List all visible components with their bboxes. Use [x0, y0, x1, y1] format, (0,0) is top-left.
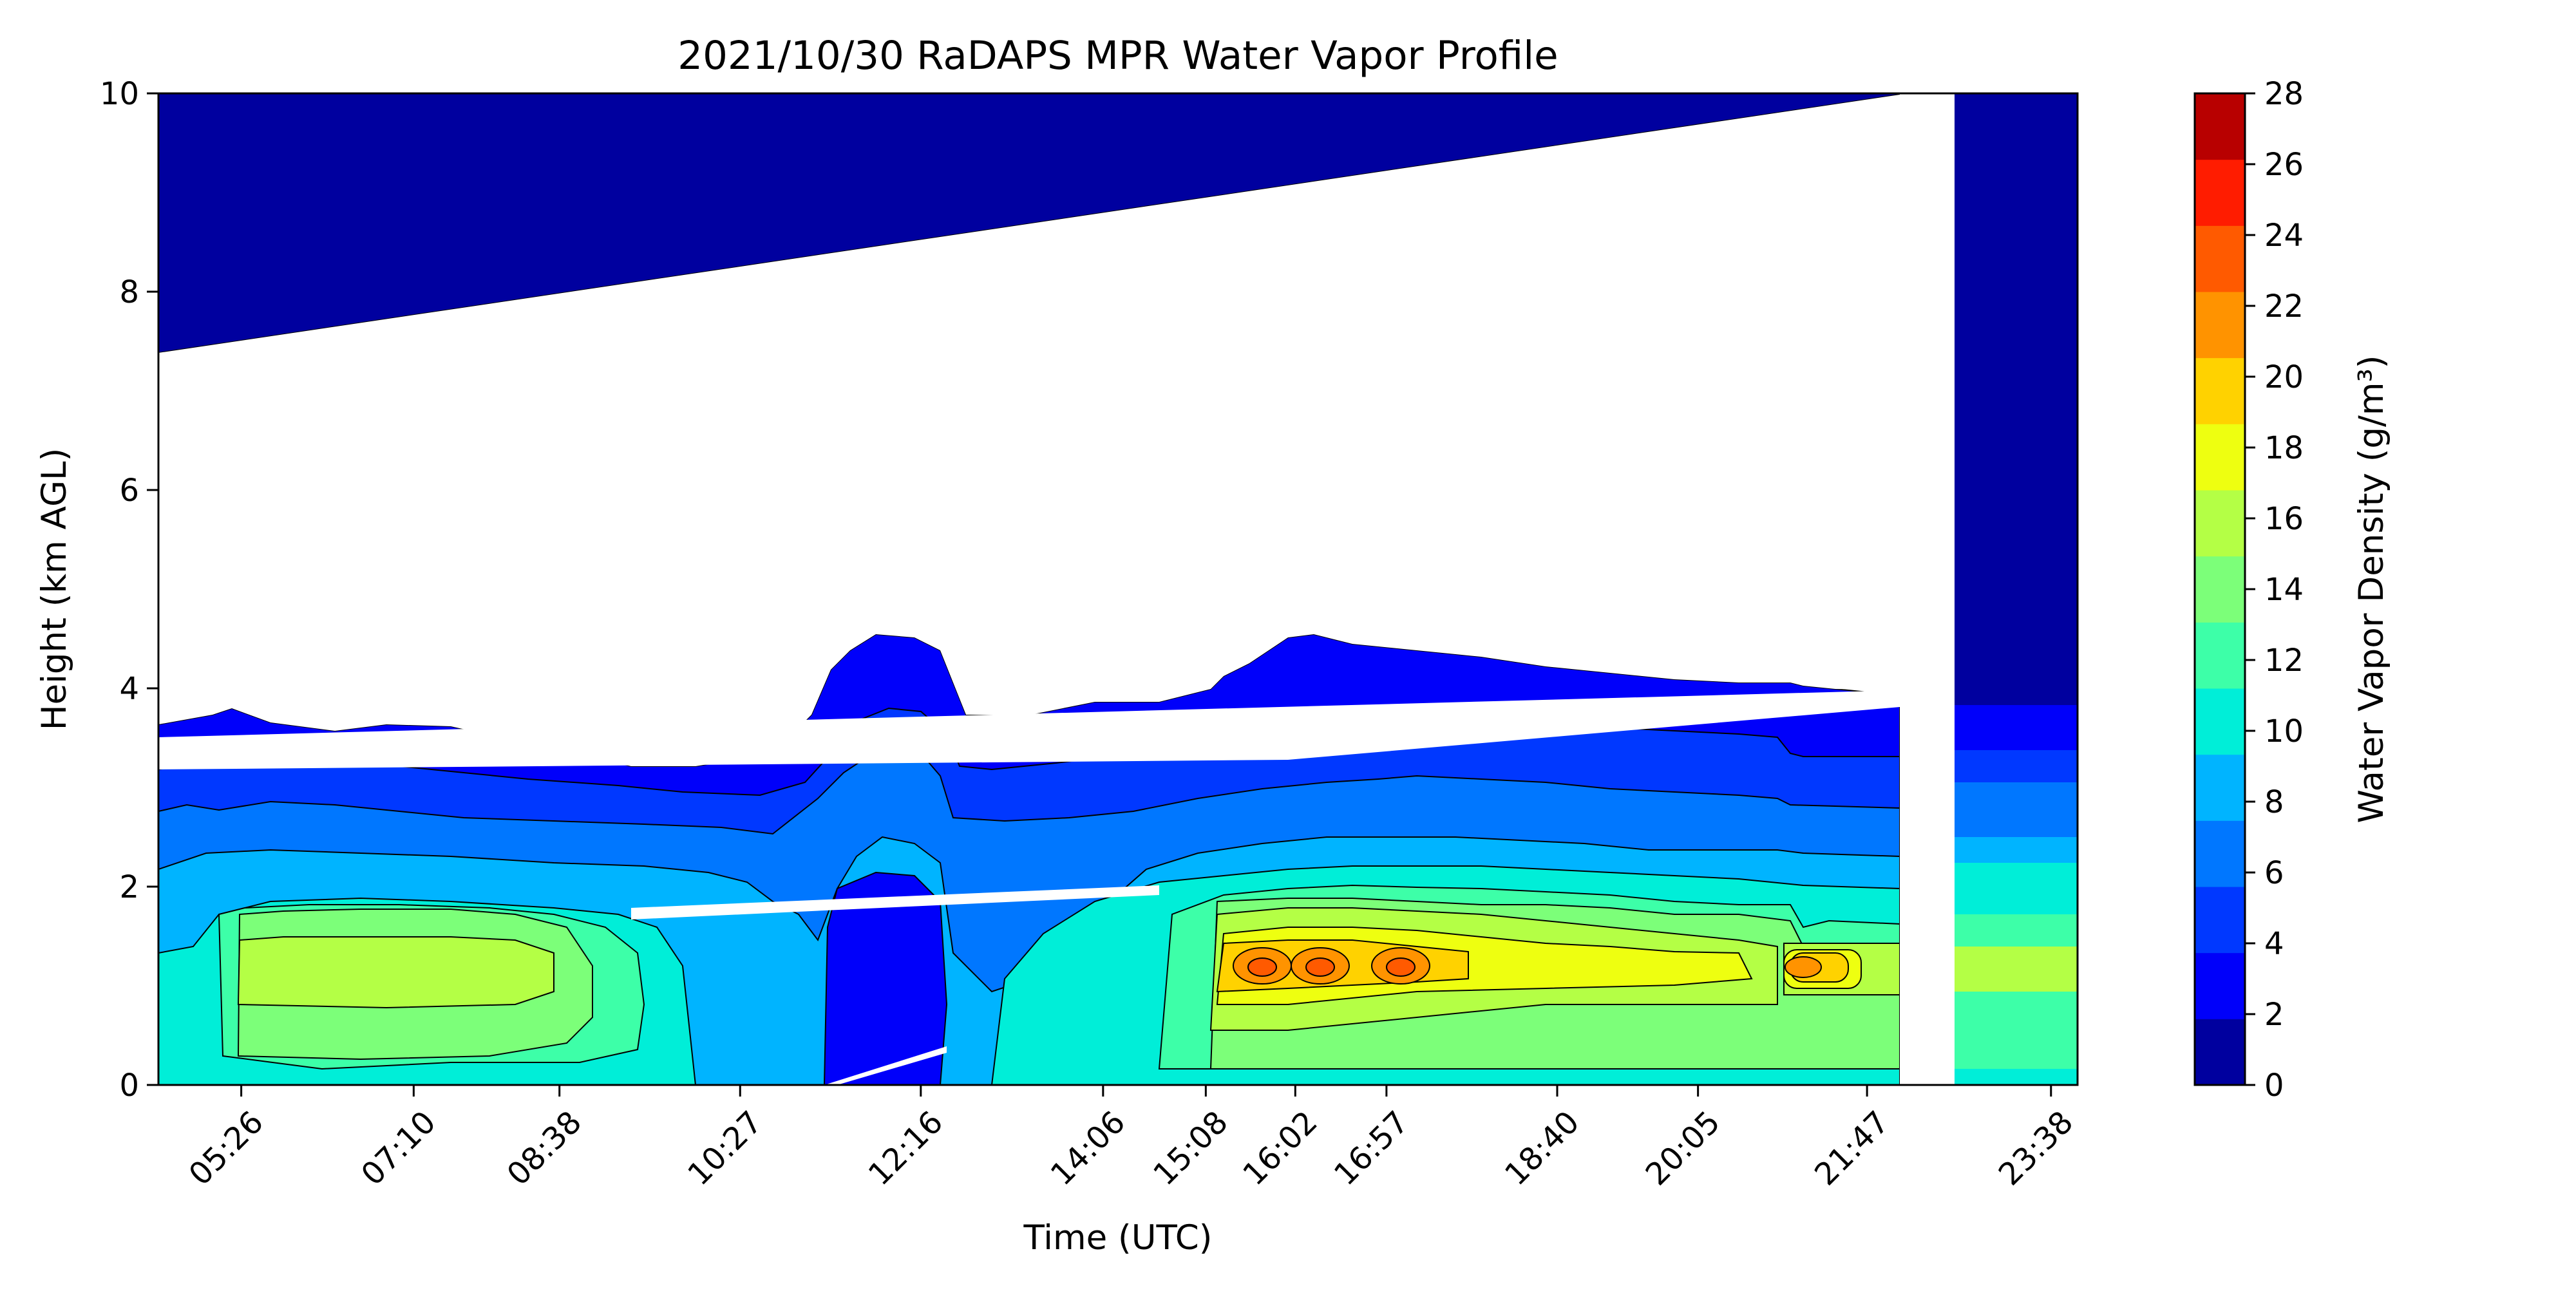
- colorbar-swatch: [2195, 225, 2245, 292]
- y-tick-label: 2: [119, 869, 139, 905]
- colorbar-swatch: [2195, 887, 2245, 954]
- colorbar-tick-label: 10: [2264, 713, 2304, 749]
- core-22-24-d: [1785, 956, 1822, 978]
- colorbar-swatch: [2195, 688, 2245, 755]
- x-tick-label: 07:10: [354, 1104, 442, 1192]
- colorbar-swatch: [2195, 622, 2245, 689]
- colorbar-swatch: [2195, 357, 2245, 424]
- x-tick-label: 20:05: [1639, 1104, 1727, 1192]
- y-tick-label: 6: [119, 473, 139, 509]
- core-24-26-a: [1247, 957, 1277, 977]
- colorbar-tick-label: 14: [2264, 572, 2304, 608]
- x-tick-label: 10:27: [681, 1104, 769, 1192]
- missing-column-edge: [1900, 692, 1955, 1085]
- x-tick-label: 14:06: [1044, 1104, 1132, 1192]
- colorbar-swatch: [2195, 754, 2245, 821]
- colorbar-swatch: [2195, 424, 2245, 491]
- colorbar-tick-label: 0: [2264, 1068, 2284, 1104]
- colorbar-swatch: [2195, 292, 2245, 359]
- x-axis-label: Time (UTC): [1023, 1218, 1213, 1258]
- colorbar-swatch: [2195, 490, 2245, 557]
- colorbar-tick-label: 20: [2264, 359, 2304, 395]
- colorbar-tick-label: 28: [2264, 76, 2304, 112]
- core-24-26-c: [1386, 957, 1416, 977]
- x-tick-label: 05:26: [182, 1104, 270, 1192]
- upper-white-region: [158, 95, 1900, 766]
- x-tick-label: 12:16: [862, 1104, 950, 1192]
- x-axis: 05:26 07:10 08:38 10:27 12:16 14:06 15:08 16:02…: [182, 1085, 2080, 1192]
- x-tick-label: 23:38: [1992, 1104, 2080, 1192]
- colorbar-swatch: [2195, 952, 2245, 1019]
- y-axis: 0 2 4 6 8 10: [100, 76, 158, 1104]
- y-tick-label: 10: [100, 76, 139, 112]
- dry-column: [823, 871, 948, 1085]
- missing-streak-bottom: [824, 1046, 947, 1085]
- colorbar-label-text: Water Vapor Density (g/m³): [2352, 355, 2391, 824]
- colorbar-swatch: [2195, 93, 2245, 160]
- plot-frame: [157, 92, 2079, 1086]
- colorbar-swatch: [2195, 1019, 2245, 1086]
- x-tick-label: 16:02: [1236, 1104, 1324, 1192]
- right-dry-block: [1955, 93, 2078, 705]
- band-16-18-right: [1955, 947, 2078, 992]
- colorbar-tick-label: 16: [2264, 501, 2304, 537]
- colorbar-label: Water Vapor Density (g/m³): [2352, 355, 2391, 824]
- chart-title: 2021/10/30 RaDAPS MPR Water Vapor Profil…: [677, 33, 1558, 79]
- x-tick-label: 18:40: [1498, 1104, 1586, 1192]
- colorbar-tick-label: 6: [2264, 855, 2284, 891]
- x-tick-label: 15:08: [1146, 1104, 1235, 1192]
- core-24-26-b: [1305, 957, 1335, 977]
- colorbar-tick-label: 18: [2264, 430, 2304, 466]
- colorbar-tick-label: 12: [2264, 643, 2304, 679]
- y-tick-label: 8: [119, 274, 139, 310]
- x-tick-label: 16:57: [1327, 1104, 1416, 1192]
- colorbar-tick-label: 22: [2264, 288, 2304, 325]
- band-16-18: [237, 936, 554, 1009]
- missing-streak-lower: [631, 885, 1159, 919]
- y-tick-label: 0: [119, 1068, 139, 1104]
- x-tick-label: 08:38: [500, 1104, 589, 1192]
- colorbar-tick-label: 2: [2264, 997, 2284, 1033]
- colorbar-tick-label: 26: [2264, 147, 2304, 183]
- colorbar-swatch: [2195, 159, 2245, 226]
- colorbar-tick-label: 4: [2264, 926, 2284, 962]
- colorbar-swatch: [2195, 556, 2245, 623]
- colorbar-swatch: [2195, 820, 2245, 887]
- y-tick-label: 4: [119, 671, 139, 707]
- water-vapor-field: [158, 93, 2078, 1085]
- colorbar-tick-label: 24: [2264, 218, 2304, 254]
- colorbar-tick-label: 8: [2264, 784, 2284, 820]
- x-tick-label: 21:47: [1808, 1104, 1896, 1192]
- y-axis-label: Height (km AGL): [35, 448, 74, 731]
